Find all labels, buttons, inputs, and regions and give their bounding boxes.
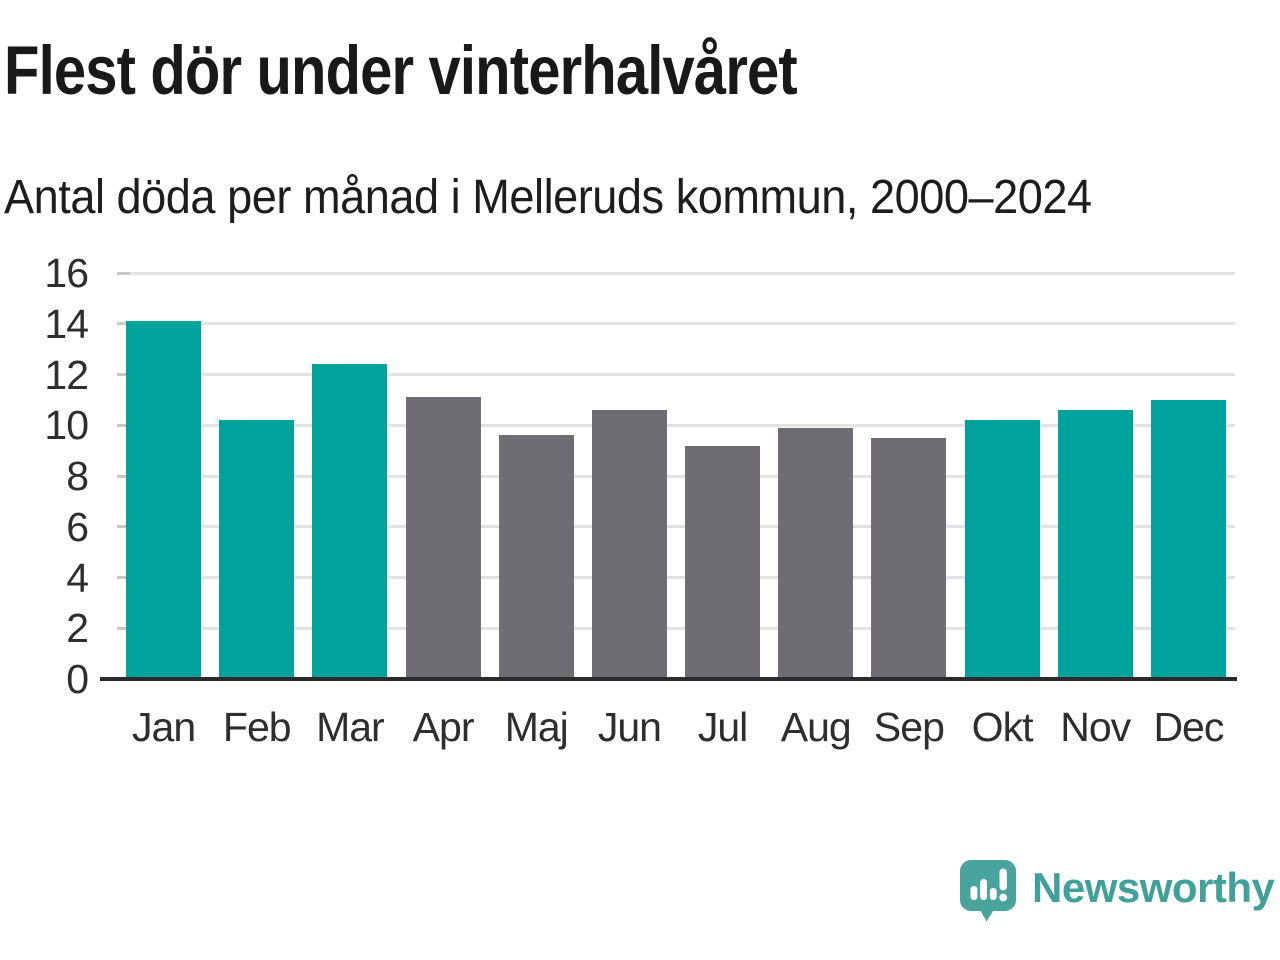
x-axis-label-dec: Dec bbox=[1153, 704, 1224, 750]
bar-jul bbox=[685, 445, 761, 679]
x-axis-label-nov: Nov bbox=[1060, 704, 1131, 750]
bar-mar bbox=[312, 364, 388, 679]
x-axis-label-maj: Maj bbox=[504, 704, 569, 750]
gridline-y16 bbox=[117, 271, 1235, 275]
gridline-y6 bbox=[117, 525, 1235, 529]
bar-sep bbox=[871, 437, 947, 679]
x-axis-line bbox=[100, 677, 1237, 681]
gridline-y8 bbox=[117, 474, 1235, 478]
chart-title: Flest dör under vinterhalvåret bbox=[4, 32, 798, 109]
y-axis-label-8: 8 bbox=[66, 453, 89, 499]
y-axis-label-0: 0 bbox=[66, 656, 89, 702]
x-axis-label-feb: Feb bbox=[222, 704, 292, 750]
bar-jan bbox=[126, 321, 202, 679]
gridline-y10 bbox=[117, 423, 1235, 427]
y-axis-label-16: 16 bbox=[44, 250, 89, 296]
x-axis-label-jun: Jun bbox=[597, 704, 662, 750]
gridline-y4 bbox=[117, 576, 1235, 579]
x-axis-label-sep: Sep bbox=[873, 704, 945, 750]
bar-apr bbox=[405, 397, 481, 679]
tick-y4 bbox=[117, 576, 130, 579]
bar-jun bbox=[591, 410, 667, 679]
tick-y6 bbox=[117, 525, 130, 529]
x-axis-label-okt: Okt bbox=[971, 704, 1034, 750]
x-axis-label-apr: Apr bbox=[412, 704, 475, 750]
newsworthy-logo: Newsworthy bbox=[960, 860, 1275, 922]
tick-y8 bbox=[117, 474, 130, 478]
newsworthy-speech-bubble-barchart-icon bbox=[960, 860, 1016, 922]
y-axis-label-6: 6 bbox=[66, 503, 89, 550]
x-axis-label-aug: Aug bbox=[780, 704, 852, 750]
tick-y12 bbox=[117, 373, 130, 376]
y-axis-label-12: 12 bbox=[44, 351, 89, 398]
x-axis-label-jan: Jan bbox=[132, 704, 196, 750]
tick-y14 bbox=[117, 322, 130, 326]
gridline-y2 bbox=[117, 626, 1235, 630]
bar-nov bbox=[1057, 410, 1133, 679]
gridline-y12 bbox=[117, 373, 1235, 376]
chart-subtitle: Antal döda per månad i Melleruds kommun,… bbox=[4, 171, 1092, 224]
bar-dec bbox=[1150, 399, 1226, 679]
tick-y16 bbox=[117, 271, 130, 275]
tick-y2 bbox=[117, 626, 130, 630]
y-axis-label-14: 14 bbox=[44, 300, 89, 347]
y-axis-label-10: 10 bbox=[44, 402, 89, 449]
bar-maj bbox=[498, 435, 574, 679]
x-axis-label-mar: Mar bbox=[316, 704, 385, 750]
newsworthy-brand-text: Newsworthy bbox=[1032, 864, 1275, 911]
gridline-y14 bbox=[117, 322, 1235, 326]
bar-okt bbox=[964, 420, 1040, 679]
y-axis-label-2: 2 bbox=[66, 605, 89, 652]
x-axis-label-jul: Jul bbox=[697, 704, 748, 750]
bar-feb bbox=[219, 420, 295, 679]
tick-y10 bbox=[117, 423, 130, 427]
bar-aug bbox=[778, 427, 854, 679]
y-axis-label-4: 4 bbox=[66, 554, 89, 601]
